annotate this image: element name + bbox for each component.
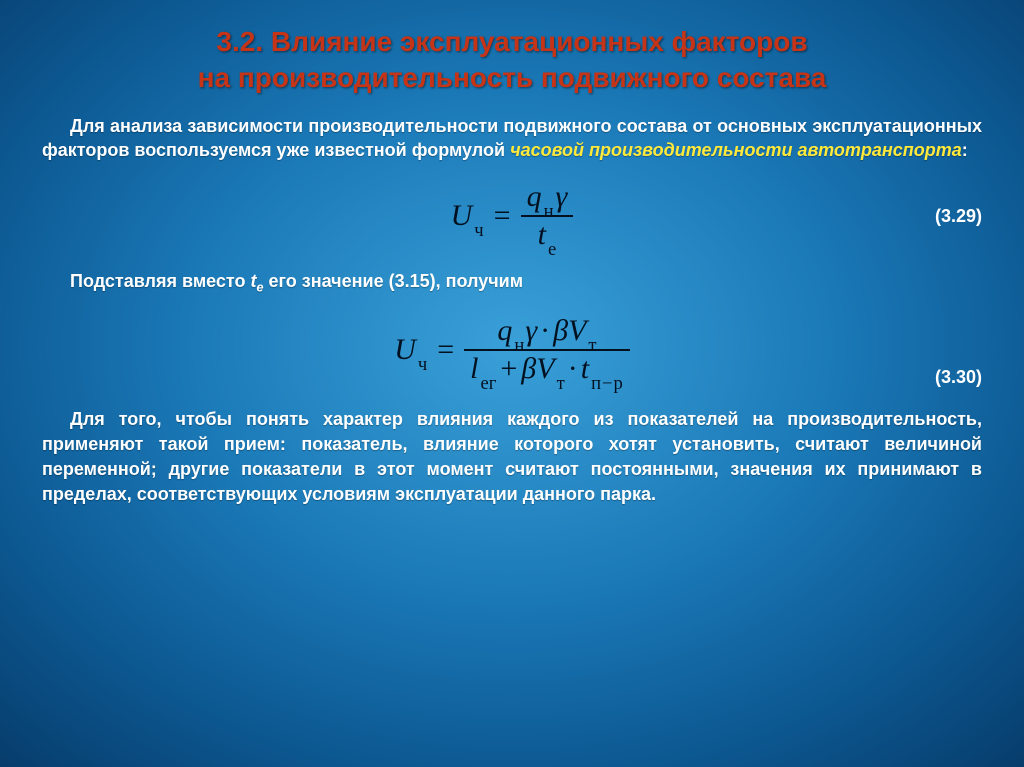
- f2-den-t: t: [581, 352, 589, 385]
- f2-den-tsub: п−р: [591, 373, 624, 394]
- f2-num-qsub: н: [514, 335, 524, 356]
- f2-lhs-sub: ч: [418, 354, 427, 375]
- f2-lhs-var: U: [394, 333, 416, 366]
- f2-num-gamma: γ: [525, 314, 537, 347]
- f1-den-t: t: [538, 218, 546, 251]
- f2-num-Vsub: т: [588, 335, 596, 356]
- f2-den-beta: β: [521, 352, 536, 385]
- f2-den-dot: ·: [568, 352, 578, 385]
- f1-lhs-var: U: [451, 199, 473, 232]
- slide: 3.2. Влияние эксплуатационных факторов н…: [0, 0, 1024, 767]
- formula-3-30: Uч = qнγ·βVт lег+βVт·tп−р (3.30): [42, 315, 982, 385]
- f1-num-gamma: γ: [556, 180, 568, 213]
- f2-den-Vsub: т: [557, 373, 565, 394]
- title-line2: на производительность подвижного состава: [198, 62, 827, 93]
- f1-num-qsub: н: [544, 201, 554, 222]
- para2-b: его значение (3.15), получим: [264, 271, 524, 291]
- f2-den-lsub: ег: [480, 373, 496, 394]
- formula-3-30-math: Uч = qнγ·βVт lег+βVт·tп−р: [394, 315, 630, 385]
- f2-eq: =: [437, 333, 454, 367]
- f1-num-q: q: [527, 180, 542, 213]
- f2-fraction: qнγ·βVт lег+βVт·tп−р: [464, 315, 630, 385]
- f1-lhs-sub: ч: [474, 220, 483, 241]
- f2-den-V: V: [536, 352, 554, 385]
- para2-var-sub: е: [257, 281, 264, 295]
- f2-plus: +: [500, 352, 517, 385]
- section-title: 3.2. Влияние эксплуатационных факторов н…: [42, 24, 982, 96]
- f2-num-beta: β: [553, 314, 568, 347]
- f1-fraction: qнγ tе: [521, 181, 574, 251]
- term-hourly-productivity: часовой производительности автотранспорт…: [510, 140, 962, 160]
- paragraph-3: Для того, чтобы понять характер влияния …: [42, 407, 982, 506]
- f1-den-tsub: е: [548, 239, 556, 260]
- paragraph-1: Для анализа зависимости производительнос…: [42, 114, 982, 164]
- para2-a: Подставляя вместо: [70, 271, 251, 291]
- f2-den-l: l: [470, 352, 478, 385]
- f2-num-V: V: [568, 314, 586, 347]
- f2-num-dot: ·: [540, 314, 550, 347]
- title-line1: 3.2. Влияние эксплуатационных факторов: [216, 26, 807, 57]
- paragraph-2: Подставляя вместо tе его значение (3.15)…: [42, 269, 982, 297]
- para1-text-b: :: [962, 140, 968, 160]
- eqnum-3-29: (3.29): [935, 206, 982, 227]
- formula-3-29-math: Uч = qнγ tе: [451, 181, 574, 251]
- f1-eq: =: [494, 199, 511, 233]
- eqnum-3-30: (3.30): [935, 367, 982, 388]
- formula-3-29: Uч = qнγ tе (3.29): [42, 181, 982, 251]
- f2-num-q: q: [497, 314, 512, 347]
- para3-text: Для того, чтобы понять характер влияния …: [42, 409, 982, 503]
